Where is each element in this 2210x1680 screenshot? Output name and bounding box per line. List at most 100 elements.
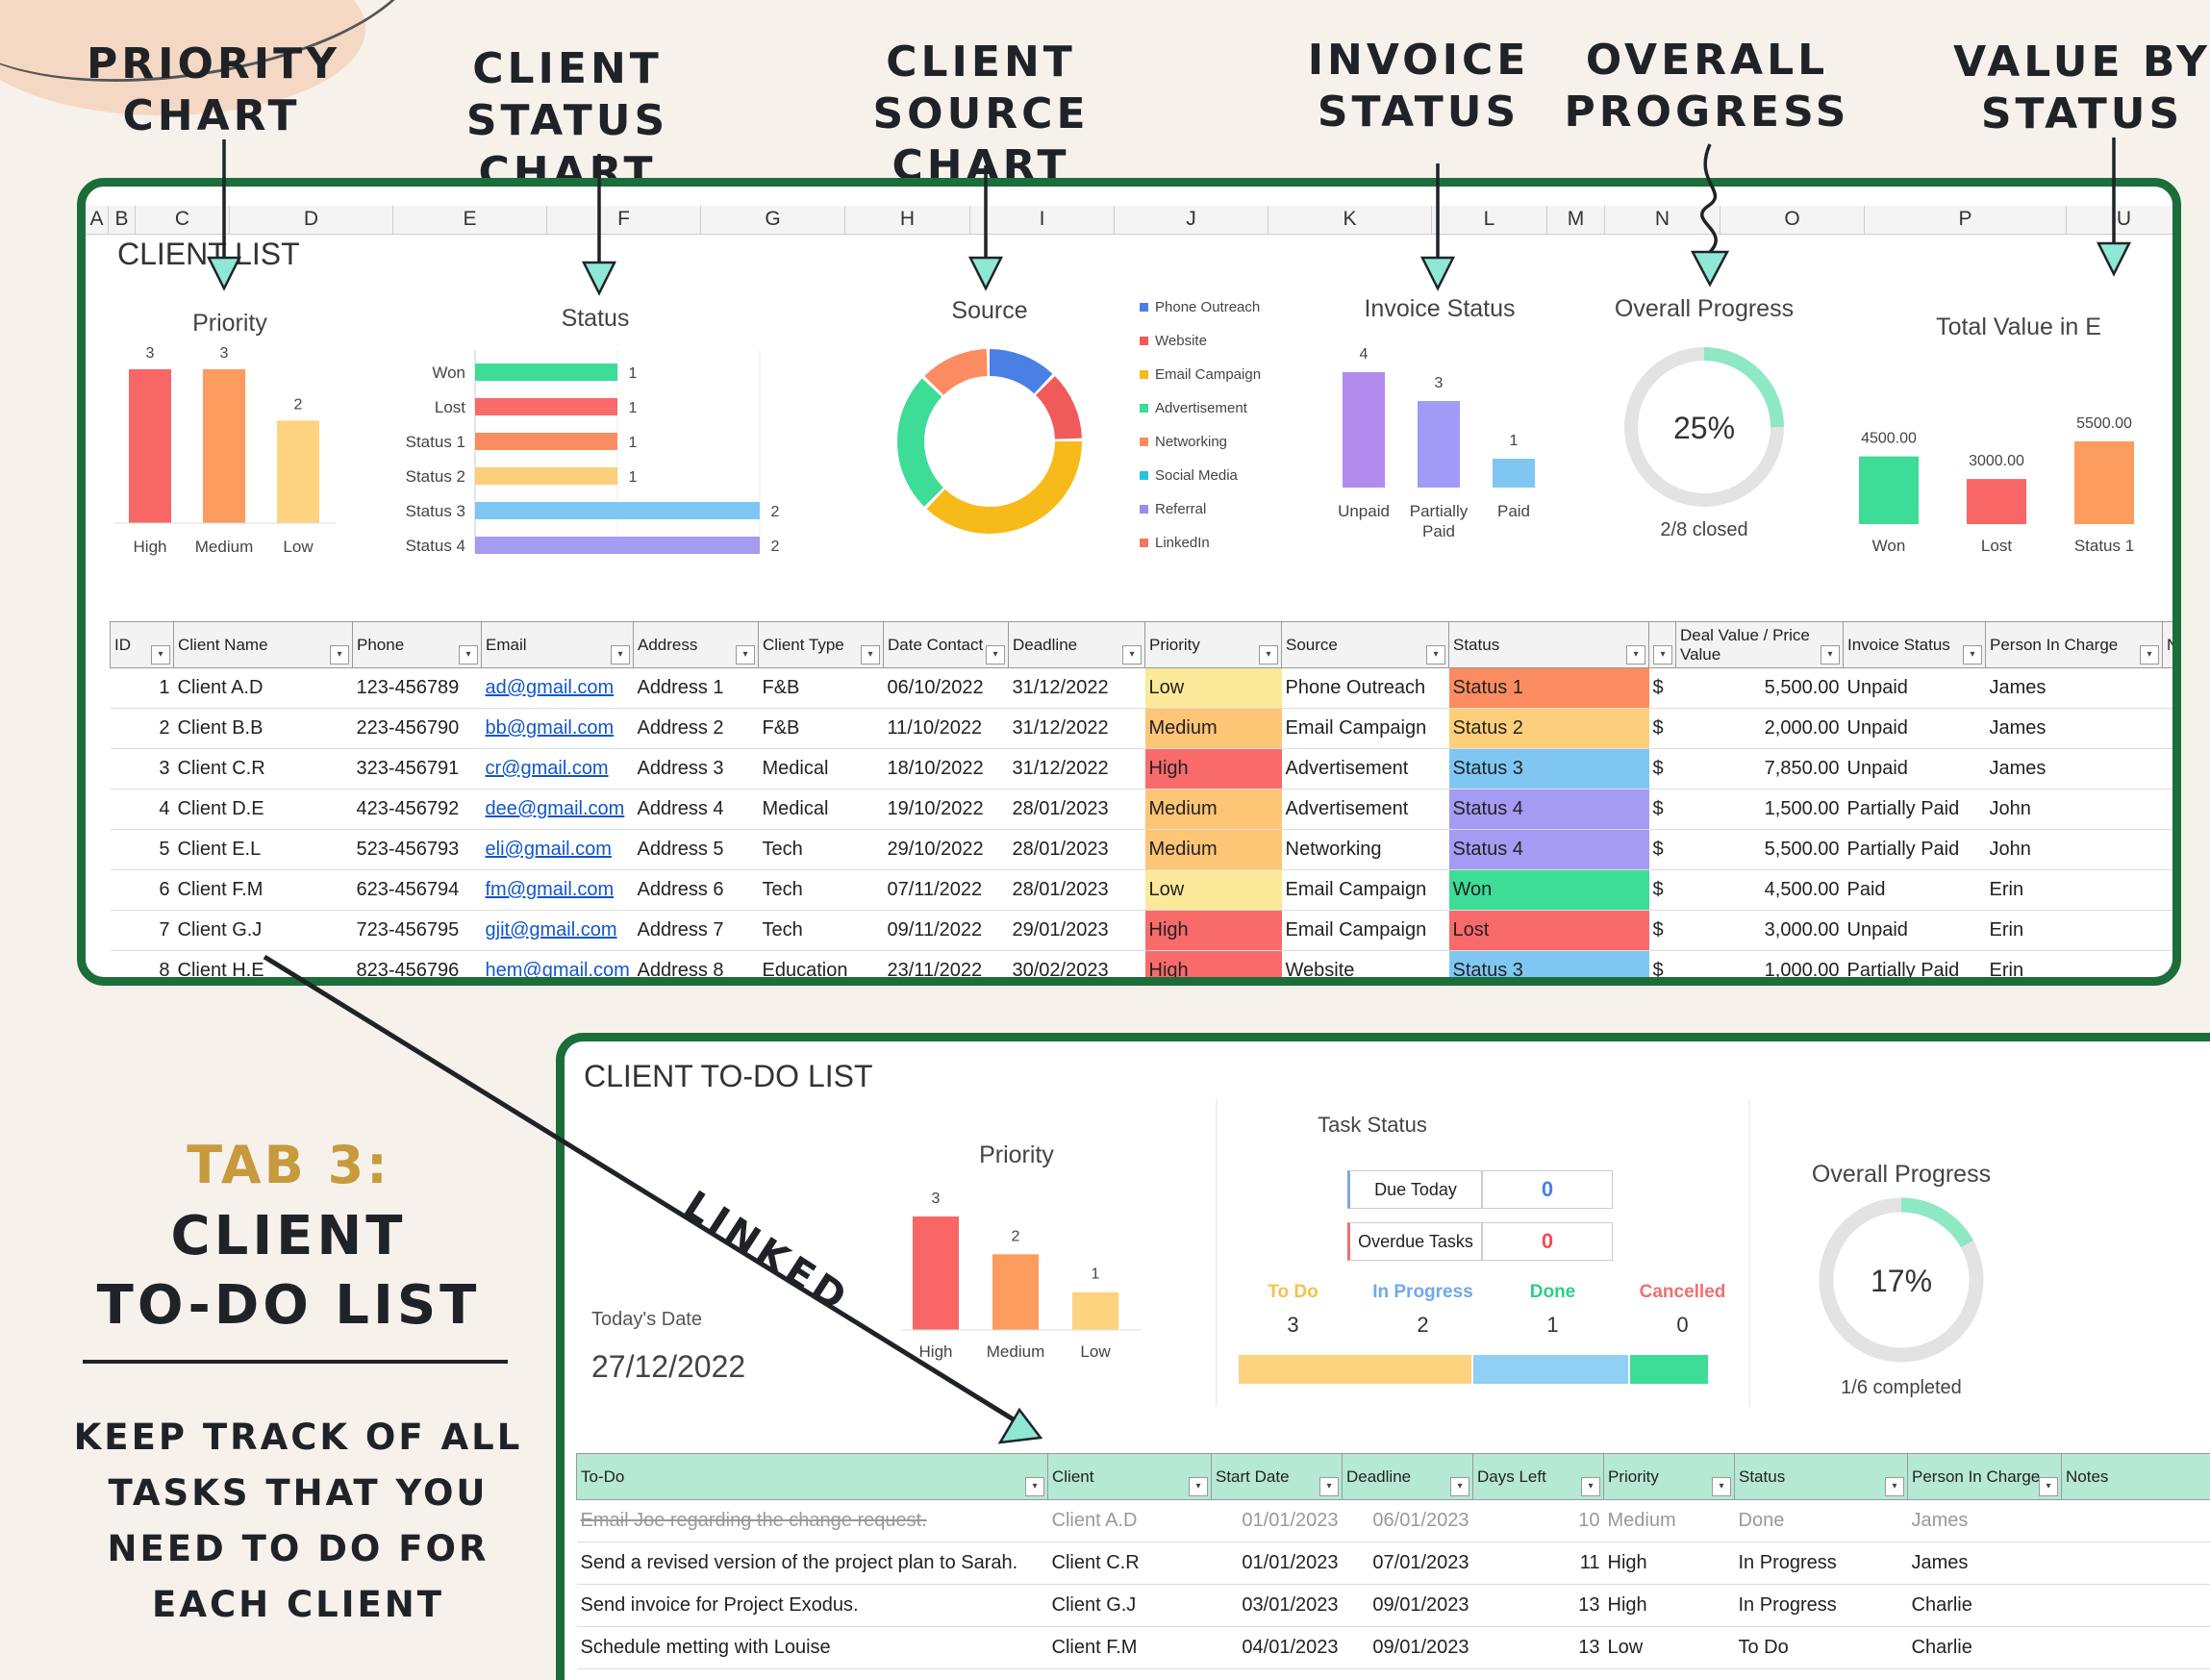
todo-cell[interactable]: 13 — [1472, 1626, 1604, 1669]
table-cell[interactable]: 29/10/2022 — [883, 829, 1009, 870]
todo-cell[interactable]: High — [1603, 1542, 1735, 1585]
todo-cell[interactable]: James — [1907, 1499, 2062, 1542]
filter-dropdown-icon[interactable]: ▾ — [151, 645, 170, 664]
todo-cell[interactable]: Client F.M — [1047, 1626, 1212, 1669]
filter-dropdown-icon[interactable]: ▾ — [611, 645, 630, 664]
table-cell[interactable]: Client G.J — [173, 910, 353, 951]
client-table-header[interactable]: Status ▾ — [1448, 621, 1649, 668]
table-cell[interactable]: 29/01/2023 — [1008, 910, 1145, 951]
table-cell[interactable]: Education — [758, 950, 884, 977]
table-cell[interactable]: Client D.E — [173, 789, 353, 830]
table-cell[interactable]: 4,500.00 — [1675, 869, 1844, 911]
table-cell[interactable] — [2162, 789, 2172, 830]
table-cell[interactable]: Unpaid — [1843, 910, 1986, 951]
table-cell[interactable]: Partially Paid — [1843, 950, 1986, 977]
filter-dropdown-icon[interactable]: ▾ — [459, 645, 478, 664]
client-table-header[interactable]: Deal Value / Price Value ▾ — [1675, 621, 1844, 668]
column-header-b[interactable]: B — [109, 206, 136, 235]
column-header-h[interactable]: H — [845, 206, 970, 235]
table-cell[interactable]: Email Campaign — [1281, 708, 1449, 749]
table-cell[interactable]: Partially Paid — [1843, 789, 1986, 830]
todo-cell[interactable]: 01/01/2023 — [1211, 1499, 1343, 1542]
table-cell[interactable]: James — [1985, 667, 2163, 709]
table-cell[interactable]: Advertisement — [1281, 789, 1449, 830]
table-cell[interactable] — [2162, 950, 2172, 977]
todo-row[interactable]: Schedule metting with Louise Client F.M 04… — [576, 1626, 2210, 1669]
table-cell[interactable]: James — [1985, 708, 2163, 749]
todo-cell[interactable] — [2061, 1626, 2210, 1669]
table-cell[interactable]: 31/12/2022 — [1008, 748, 1145, 790]
table-cell[interactable]: Status 1 — [1448, 667, 1649, 709]
client-table-header[interactable]: Date Contact ▾ — [883, 621, 1009, 668]
table-cell[interactable]: 11/10/2022 — [883, 708, 1009, 749]
table-cell[interactable]: 323-456791 — [352, 748, 482, 790]
table-cell[interactable]: High — [1144, 950, 1282, 977]
table-cell[interactable]: John — [1985, 789, 2163, 830]
table-cell[interactable]: Address 7 — [633, 910, 759, 951]
table-cell[interactable]: Tech — [758, 869, 884, 911]
todo-cell[interactable]: In Progress — [1734, 1584, 1908, 1627]
table-cell[interactable]: 1,500.00 — [1675, 789, 1844, 830]
table-cell[interactable]: 07/11/2022 — [883, 869, 1009, 911]
table-cell[interactable]: $ — [1648, 910, 1676, 951]
table-cell[interactable]: Website — [1281, 950, 1449, 977]
filter-dropdown-icon[interactable]: ▾ — [1885, 1477, 1904, 1496]
email-link[interactable]: bb@gmail.com — [485, 717, 615, 739]
table-cell[interactable]: Low — [1144, 869, 1282, 911]
table-cell[interactable]: 5,500.00 — [1675, 667, 1844, 709]
filter-dropdown-icon[interactable]: ▾ — [1450, 1477, 1469, 1496]
table-cell[interactable]: 5,500.00 — [1675, 829, 1844, 870]
client-table-header[interactable]: Deadline ▾ — [1008, 621, 1145, 668]
table-cell[interactable]: 4 — [110, 789, 174, 830]
todo-cell[interactable]: Medium — [1603, 1499, 1735, 1542]
todo-table-header[interactable]: Notes — [2061, 1453, 2210, 1500]
table-cell[interactable]: Medium — [1144, 789, 1282, 830]
filter-dropdown-icon[interactable]: ▾ — [986, 645, 1005, 664]
email-link[interactable]: hem@gmail.com — [485, 960, 630, 981]
table-cell[interactable]: Tech — [758, 910, 884, 951]
todo-cell[interactable] — [2061, 1499, 2210, 1542]
table-cell[interactable]: 523-456793 — [352, 829, 482, 870]
table-cell[interactable]: Lost — [1448, 910, 1649, 951]
client-table-header[interactable]: Source ▾ — [1281, 621, 1449, 668]
filter-dropdown-icon[interactable]: ▾ — [1122, 645, 1142, 664]
todo-cell[interactable]: 10 — [1472, 1499, 1604, 1542]
table-cell[interactable]: Client C.R — [173, 748, 353, 790]
todo-cell[interactable]: Charlie — [1907, 1584, 2062, 1627]
table-cell[interactable]: $ — [1648, 708, 1676, 749]
table-cell[interactable]: $ — [1648, 869, 1676, 911]
column-header-j[interactable]: J — [1115, 206, 1268, 235]
filter-dropdown-icon[interactable]: ▾ — [736, 645, 755, 664]
table-cell[interactable]: Status 4 — [1448, 789, 1649, 830]
table-cell[interactable] — [2162, 869, 2172, 911]
table-cell[interactable]: cr@gmail.com — [481, 748, 634, 790]
filter-dropdown-icon[interactable]: ▾ — [1821, 645, 1840, 664]
todo-cell[interactable]: 06/01/2023 — [1342, 1499, 1473, 1542]
table-cell[interactable]: 3,000.00 — [1675, 910, 1844, 951]
todo-cell[interactable]: Charlie — [1907, 1626, 2062, 1669]
table-cell[interactable]: $ — [1648, 748, 1676, 790]
todo-table-header[interactable]: Status ▾ — [1734, 1453, 1908, 1500]
table-cell[interactable]: 28/01/2023 — [1008, 869, 1145, 911]
table-cell[interactable] — [2162, 748, 2172, 790]
todo-cell[interactable]: Email Joe regarding the change request. — [576, 1499, 1048, 1542]
table-cell[interactable]: Address 1 — [633, 667, 759, 709]
table-cell[interactable]: bb@gmail.com — [481, 708, 634, 749]
email-link[interactable]: dee@gmail.com — [485, 798, 625, 819]
table-row[interactable]: 2 Client B.B 223-456790 bb@gmail.com Address… — [110, 708, 2172, 749]
table-cell[interactable]: 223-456790 — [352, 708, 482, 749]
table-cell[interactable]: Client A.D — [173, 667, 353, 709]
column-header-g[interactable]: G — [701, 206, 845, 235]
filter-dropdown-icon[interactable]: ▾ — [2140, 645, 2159, 664]
todo-cell[interactable]: 01/01/2023 — [1211, 1542, 1343, 1585]
todo-cell[interactable]: Client A.D — [1047, 1499, 1212, 1542]
todo-cell[interactable]: Schedule metting with Louise — [576, 1626, 1048, 1669]
table-cell[interactable]: 2,000.00 — [1675, 708, 1844, 749]
todo-row[interactable]: Send a revised version of the project pl… — [576, 1542, 2210, 1585]
table-cell[interactable]: 3 — [110, 748, 174, 790]
todo-cell[interactable]: Client C.R — [1047, 1542, 1212, 1585]
todo-row[interactable]: Email Joe regarding the change request. C… — [576, 1499, 2210, 1542]
filter-dropdown-icon[interactable]: ▾ — [1581, 1477, 1600, 1496]
table-cell[interactable]: Email Campaign — [1281, 910, 1449, 951]
todo-cell[interactable]: Low — [1603, 1626, 1735, 1669]
